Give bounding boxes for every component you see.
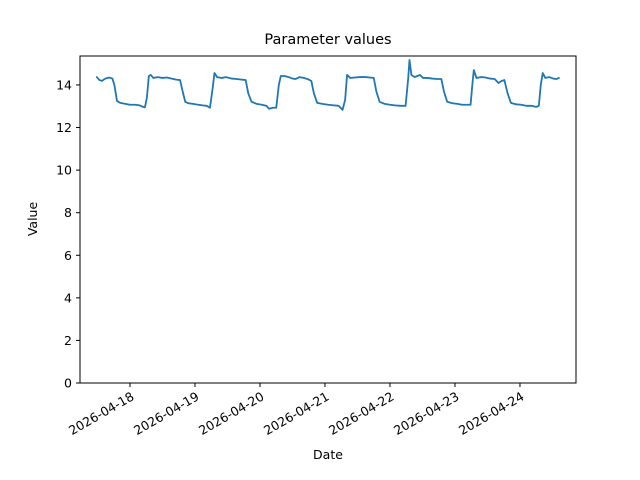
x-tick-label: 2026-04-21 [261, 389, 331, 438]
x-tick-label: 2026-04-18 [66, 389, 136, 438]
y-tick-label: 0 [64, 376, 72, 391]
y-tick-label: 6 [64, 248, 72, 263]
chart-title: Parameter values [264, 32, 392, 48]
x-tick-label: 2026-04-20 [196, 389, 266, 438]
y-tick-label: 4 [64, 290, 72, 305]
y-tick-label: 8 [64, 205, 72, 220]
x-tick-label: 2026-04-23 [391, 389, 461, 438]
axes-spines [79, 55, 577, 384]
x-tick-label: 2026-04-19 [131, 389, 201, 438]
data-line [95, 59, 560, 111]
y-tick-label: 10 [56, 163, 72, 178]
y-axis-label: Value [24, 201, 40, 237]
x-axis-label: Date [313, 446, 343, 462]
y-tick-label: 14 [56, 77, 72, 92]
x-tick-label: 2026-04-24 [456, 389, 526, 438]
y-tick-label: 2 [64, 333, 72, 348]
x-tick-label: 2026-04-22 [326, 389, 396, 438]
y-tick-label: 12 [56, 120, 72, 135]
